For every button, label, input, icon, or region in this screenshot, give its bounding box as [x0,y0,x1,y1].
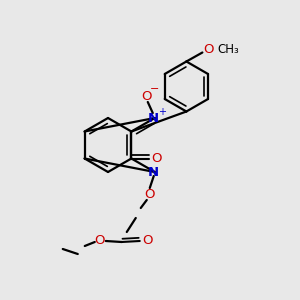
Text: O: O [203,43,214,56]
Text: O: O [142,89,152,103]
Text: O: O [142,233,153,247]
Text: N: N [148,166,159,178]
Text: CH₃: CH₃ [218,43,239,56]
Text: −: − [150,84,160,94]
Text: O: O [145,188,155,200]
Text: N: N [148,112,159,124]
Text: O: O [151,152,162,165]
Text: +: + [158,107,166,117]
Text: O: O [94,233,105,247]
